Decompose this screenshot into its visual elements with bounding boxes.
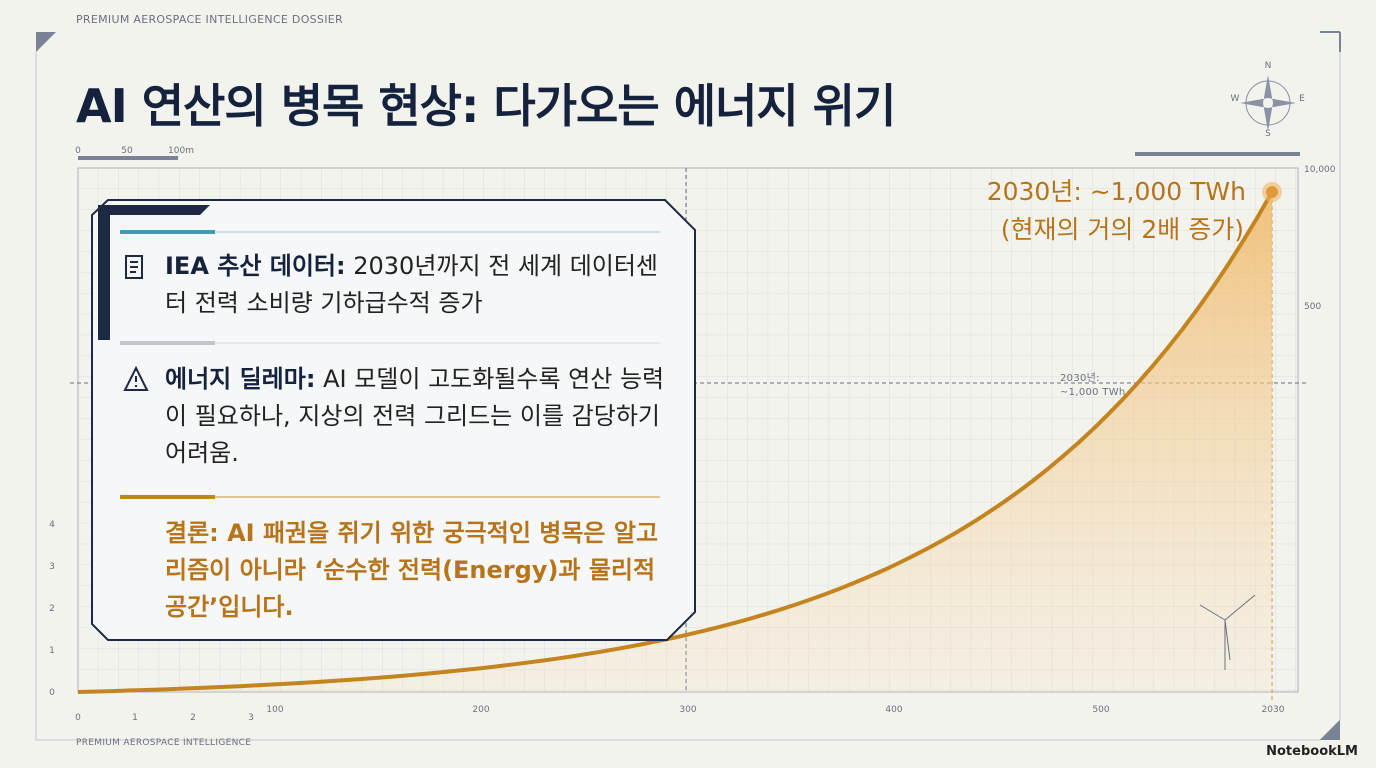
- callout-sub: (현재의 거의 2배 증가): [1000, 215, 1244, 244]
- scale-label: 100m: [168, 146, 194, 156]
- title: AI 연산의 병목 현상: 다가오는 에너지 위기: [76, 79, 896, 133]
- curve-fill: [78, 192, 1272, 692]
- document-icon: [125, 255, 143, 279]
- y-tick-label: 500: [1304, 302, 1321, 312]
- compass-label: S: [1265, 129, 1271, 139]
- compass-label: N: [1265, 61, 1272, 71]
- x-tick-label: 1: [132, 713, 138, 723]
- guide-note: ~1,000 TWh: [1060, 387, 1126, 398]
- x-tick-label: 0: [75, 713, 81, 723]
- conclusion: 결론: AI 패권을 쥐기 위한 궁극적인 병목은 알고리즘이 아니라 ‘순수한…: [165, 519, 659, 621]
- x-tick-label: 300: [679, 705, 696, 715]
- y-tick-label: 2: [49, 604, 55, 614]
- section-heading: IEA 추산 데이터:: [165, 252, 346, 280]
- section-heading: 에너지 딜레마:: [165, 365, 316, 393]
- x-tick-label: 2: [190, 713, 196, 723]
- corner: [1320, 31, 1341, 52]
- compass-rose: [1240, 75, 1296, 131]
- corner: [1320, 720, 1340, 740]
- x-tick-label: 3: [248, 713, 254, 723]
- guide-note: 2030년:: [1060, 373, 1100, 384]
- x-tick-label: 400: [885, 705, 902, 715]
- y-tick-label: 10,000: [1304, 165, 1336, 175]
- scale-label: 50: [121, 146, 133, 156]
- corner: [36, 32, 56, 52]
- x-tick-label: 2030: [1262, 705, 1285, 715]
- y-tick-label: 4: [49, 520, 55, 530]
- y-tick-label: 1: [49, 646, 55, 656]
- compass-label: W: [1231, 94, 1240, 104]
- compass-label: E: [1299, 94, 1305, 104]
- x-tick-label: 200: [472, 705, 489, 715]
- kicker: PREMIUM AEROSPACE INTELLIGENCE DOSSIER: [76, 13, 343, 26]
- turbine-sketch: [1199, 594, 1256, 670]
- scale-label: 0: [75, 146, 81, 156]
- card: [91, 199, 696, 641]
- section-body: AI 모델이 고도화될수록 연산 능력이 필요하나, 지상의 전력 그리드는 이…: [165, 365, 665, 467]
- brand: NotebookLM: [1266, 744, 1358, 759]
- card-accent: [98, 205, 210, 340]
- callout: 2030년: ~1,000 TWh: [986, 177, 1246, 206]
- y-tick-label: 0: [49, 688, 55, 698]
- growth-curve: [77, 191, 1274, 694]
- warning-icon: [123, 365, 149, 391]
- card-section: IEA 추산 데이터: 2030년까지 전 세계 데이터센터 전력 소비량 기하…: [165, 248, 665, 322]
- footer-kicker: PREMIUM AEROSPACE INTELLIGENCE: [76, 738, 252, 748]
- y-tick-label: 3: [49, 562, 55, 572]
- x-tick-label: 100: [266, 705, 283, 715]
- card-section: 에너지 딜레마: AI 모델이 고도화될수록 연산 능력이 필요하나, 지상의 …: [165, 361, 665, 472]
- section-body: 2030년까지 전 세계 데이터센터 전력 소비량 기하급수적 증가: [165, 252, 659, 317]
- endpoint: [1266, 186, 1278, 198]
- x-tick-label: 500: [1092, 705, 1109, 715]
